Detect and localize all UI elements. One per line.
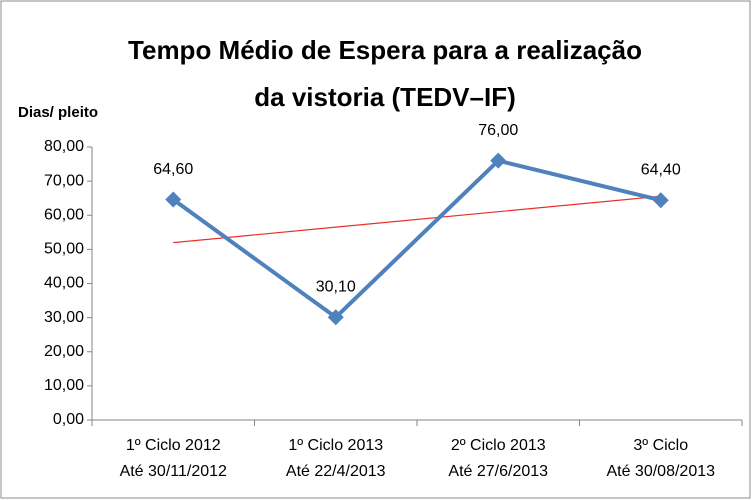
y-tick-label: 70,00 (44, 172, 84, 189)
y-tick-label: 20,00 (44, 343, 84, 360)
x-tick-label: 3º Ciclo (633, 437, 688, 454)
point-marker (652, 192, 669, 209)
x-tick-label: Até 22/4/2013 (286, 463, 386, 480)
y-tick-label: 10,00 (44, 377, 84, 394)
chart-title: da vistoria (TEDV–IF) (254, 82, 516, 112)
y-tick-label: 40,00 (44, 275, 84, 292)
y-tick-label: 30,00 (44, 309, 84, 326)
y-tick-label: 80,00 (44, 138, 84, 155)
x-tick-label: 1º Ciclo 2012 (126, 437, 221, 454)
y-tick-label: 0,00 (53, 411, 84, 428)
chart-title: Tempo Médio de Espera para a realização (128, 35, 642, 65)
data-label: 30,10 (316, 279, 356, 296)
y-tick-label: 50,00 (44, 241, 84, 258)
data-label: 64,40 (641, 161, 681, 178)
y-axis-label: Dias/ pleito (18, 104, 98, 121)
data-label: 76,00 (478, 122, 518, 139)
series-line (172, 158, 662, 320)
x-tick-label: Até 30/08/2013 (606, 463, 715, 480)
trendline (173, 195, 661, 244)
point-marker (490, 152, 507, 169)
x-tick-label: 2º Ciclo 2013 (451, 437, 546, 454)
y-tick-label: 60,00 (44, 206, 84, 223)
point-marker (165, 191, 182, 208)
data-label: 64,60 (153, 161, 193, 178)
x-tick-label: Até 30/11/2012 (120, 463, 227, 480)
point-marker (327, 309, 344, 326)
x-tick-label: Até 27/6/2013 (448, 463, 548, 480)
x-tick-label: 1º Ciclo 2013 (288, 437, 383, 454)
